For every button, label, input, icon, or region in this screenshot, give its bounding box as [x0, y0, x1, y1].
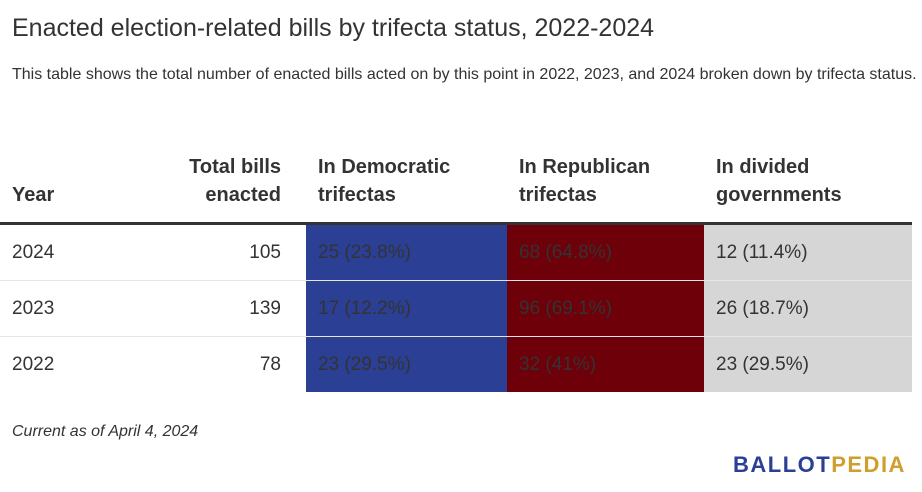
bills-table: Year Total bills enacted In Democratic t…	[0, 152, 912, 392]
logo-part-pedia: PEDIA	[831, 452, 906, 477]
cell-total: 105	[139, 223, 306, 281]
header-democratic: In Democratic trifectas	[306, 152, 507, 225]
cell-republican: 68 (64.8%)	[507, 223, 704, 281]
footnote: Current as of April 4, 2024	[12, 423, 199, 440]
cell-democratic: 17 (12.2%)	[306, 280, 507, 337]
cell-republican: 32 (41%)	[507, 336, 704, 392]
header-dem-line1: In Democratic	[318, 156, 451, 178]
cell-democratic: 25 (23.8%)	[306, 223, 507, 281]
cell-year: 2024	[0, 223, 139, 281]
cell-year: 2023	[0, 280, 139, 337]
table-row: 2024 105 25 (23.8%) 68 (64.8%) 12 (11.4%…	[0, 223, 912, 281]
table-row: 2022 78 23 (29.5%) 32 (41%) 23 (29.5%)	[0, 336, 912, 392]
logo-part-ballot: BALLOT	[733, 452, 832, 477]
chart-title: Enacted election-related bills by trifec…	[12, 14, 655, 42]
header-year: Year	[0, 152, 139, 225]
header-total-line2: enacted	[205, 184, 281, 206]
header-div-line2: governments	[716, 184, 842, 206]
cell-divided: 12 (11.4%)	[704, 223, 912, 281]
cell-divided: 23 (29.5%)	[704, 336, 912, 392]
cell-total: 78	[259, 353, 281, 375]
table-row: 2023 139 17 (12.2%) 96 (69.1%) 26 (18.7%…	[0, 280, 912, 337]
ballotpedia-logo: BALLOTPEDIA	[733, 452, 906, 478]
cell-total: 139	[139, 280, 306, 337]
cell-year: 2022	[12, 353, 55, 375]
header-dem-line2: trifectas	[318, 184, 396, 206]
cell-divided: 26 (18.7%)	[704, 280, 912, 337]
header-year-label: Year	[12, 184, 55, 206]
cell-democratic: 23 (29.5%)	[306, 336, 507, 392]
table-header-row: Year Total bills enacted In Democratic t…	[0, 152, 912, 225]
header-total-line1: Total bills	[189, 156, 281, 178]
header-republican: In Republican trifectas	[507, 152, 704, 225]
header-total-bills: Total bills enacted	[139, 152, 306, 225]
header-rep-line2: trifectas	[519, 184, 597, 206]
header-rep-line1: In Republican	[519, 156, 651, 178]
header-divided: In divided governments	[704, 152, 912, 225]
chart-subtitle: This table shows the total number of ena…	[12, 66, 917, 83]
cell-republican: 96 (69.1%)	[507, 280, 704, 337]
header-div-line1: In divided	[716, 156, 810, 178]
